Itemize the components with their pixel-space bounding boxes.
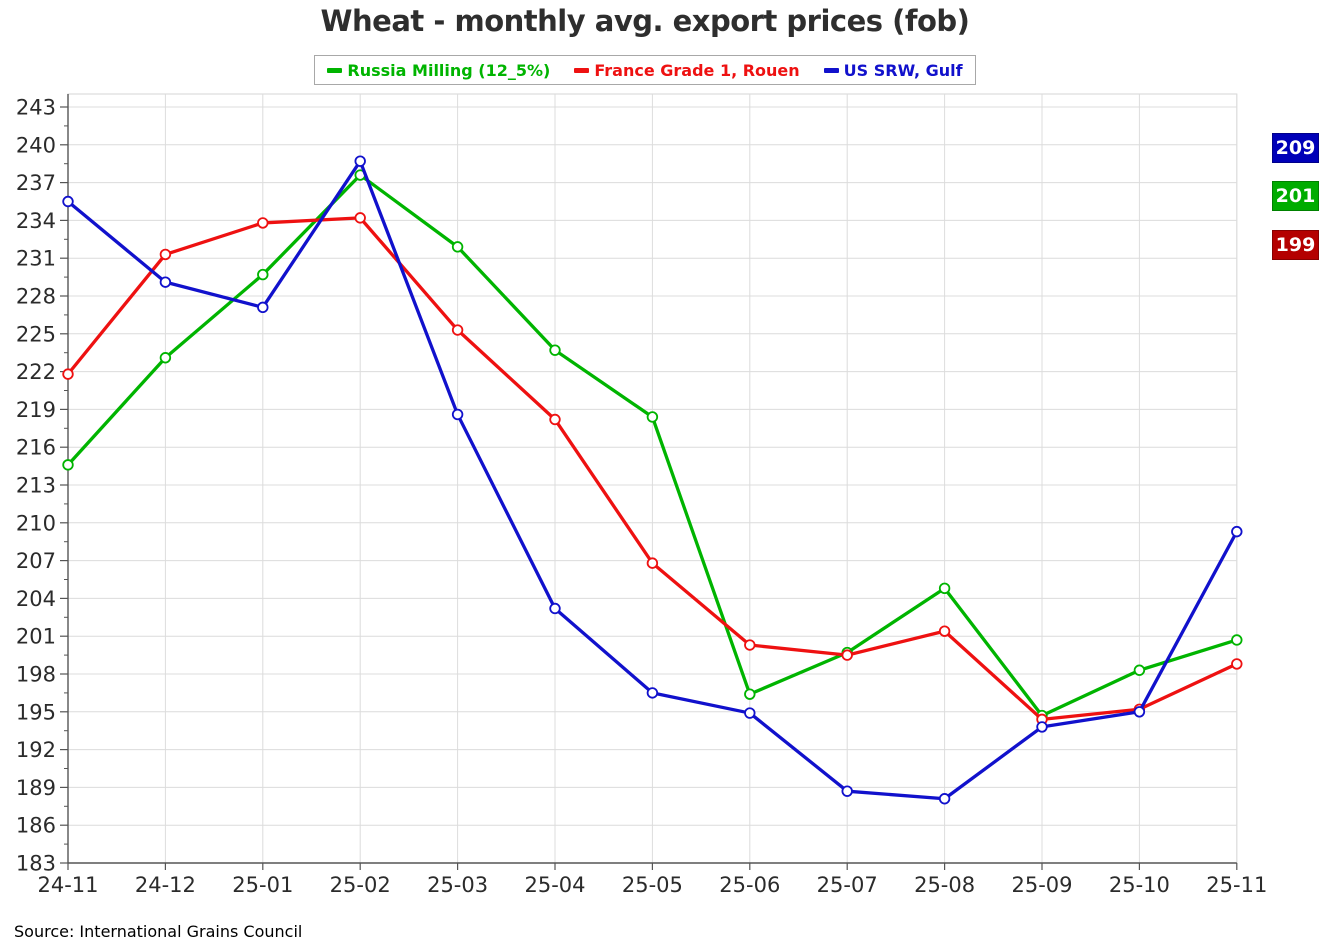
- x-tick-label: 25-01: [232, 873, 293, 897]
- data-point: [257, 268, 269, 281]
- y-tick-label: 198: [16, 663, 56, 687]
- legend-line-swatch-icon: [823, 67, 839, 73]
- latest-value-badge-us-srw: 209: [1272, 133, 1319, 163]
- data-point: [1133, 706, 1146, 718]
- y-tick-label: 222: [16, 360, 56, 384]
- y-tick-label: 240: [16, 133, 56, 157]
- data-point: [549, 602, 561, 615]
- data-point: [646, 557, 659, 569]
- data-point: [744, 639, 756, 651]
- latest-value-badge-russia-milling: 201: [1272, 181, 1319, 211]
- y-tick-label: 234: [16, 209, 56, 233]
- data-point: [62, 368, 74, 380]
- data-point: [1231, 634, 1243, 646]
- data-point: [1231, 525, 1243, 538]
- data-point: [646, 687, 659, 699]
- data-point: [257, 301, 269, 314]
- x-tick-label: 25-08: [914, 873, 975, 897]
- y-tick-label: 231: [16, 247, 56, 271]
- y-tick-label: 216: [16, 436, 56, 460]
- y-tick-label: 195: [16, 700, 56, 724]
- y-tick-label: 228: [16, 285, 56, 309]
- y-tick-label: 183: [16, 852, 56, 876]
- data-point: [451, 324, 464, 336]
- x-tick-label: 24-12: [135, 873, 196, 897]
- data-point: [257, 217, 269, 229]
- x-tick-label: 25-04: [524, 873, 585, 897]
- data-point: [1133, 664, 1146, 676]
- data-point: [451, 408, 464, 421]
- legend-line-swatch-icon: [574, 67, 590, 73]
- data-point: [841, 649, 853, 661]
- data-point: [451, 241, 464, 253]
- data-point: [159, 352, 172, 364]
- data-point: [1036, 721, 1048, 733]
- x-tick-label: 25-10: [1109, 873, 1170, 897]
- source-note: Source: International Grains Council: [14, 922, 303, 941]
- x-tick-label: 25-03: [427, 873, 488, 897]
- legend-box: Russia Milling (12_5%) France Grade 1, R…: [314, 55, 976, 85]
- y-tick-label: 204: [16, 587, 56, 611]
- y-tick-label: 243: [16, 96, 56, 120]
- legend: Russia Milling (12_5%) France Grade 1, R…: [0, 55, 1290, 85]
- legend-line-swatch-icon: [327, 67, 343, 73]
- legend-label: Russia Milling (12_5%): [347, 60, 551, 80]
- x-tick-label: 25-09: [1011, 873, 1072, 897]
- x-tick-label: 25-06: [719, 873, 780, 897]
- data-point: [938, 625, 951, 637]
- data-point: [159, 248, 172, 261]
- y-tick-label: 219: [16, 398, 56, 422]
- x-tick-label: 25-05: [622, 873, 683, 897]
- y-tick-label: 225: [16, 322, 56, 346]
- y-tick-label: 201: [16, 625, 56, 649]
- legend-item-us-srw: US SRW, Gulf: [823, 60, 963, 80]
- data-point: [938, 582, 951, 595]
- latest-value-badge-france-grade1: 199: [1272, 230, 1319, 260]
- legend-item-france-grade1: France Grade 1, Rouen: [574, 60, 800, 80]
- y-tick-label: 237: [16, 171, 56, 195]
- y-tick-label: 192: [16, 738, 56, 762]
- data-point: [159, 276, 172, 288]
- x-tick-label: 24-11: [37, 873, 98, 897]
- data-point: [938, 793, 951, 805]
- data-point: [62, 195, 74, 208]
- y-tick-label: 189: [16, 776, 56, 800]
- legend-label: US SRW, Gulf: [843, 60, 963, 80]
- data-point: [549, 344, 561, 356]
- data-point: [62, 459, 74, 471]
- y-tick-label: 213: [16, 474, 56, 498]
- y-tick-label: 186: [16, 814, 56, 838]
- legend-item-russia-milling: Russia Milling (12_5%): [327, 61, 550, 80]
- y-tick-label: 207: [16, 549, 56, 573]
- legend-label: France Grade 1, Rouen: [594, 60, 800, 80]
- data-point: [549, 413, 561, 426]
- data-point: [646, 411, 659, 423]
- y-tick-label: 210: [16, 511, 56, 535]
- x-tick-label: 25-11: [1206, 873, 1267, 897]
- x-tick-label: 25-07: [817, 873, 878, 897]
- data-point: [1231, 658, 1243, 670]
- x-tick-label: 25-02: [330, 873, 391, 897]
- chart-title: Wheat - monthly avg. export prices (fob): [320, 4, 970, 38]
- data-point: [744, 688, 756, 700]
- data-point: [354, 212, 366, 224]
- data-point: [841, 785, 853, 797]
- data-point: [354, 155, 366, 167]
- data-point: [744, 707, 756, 719]
